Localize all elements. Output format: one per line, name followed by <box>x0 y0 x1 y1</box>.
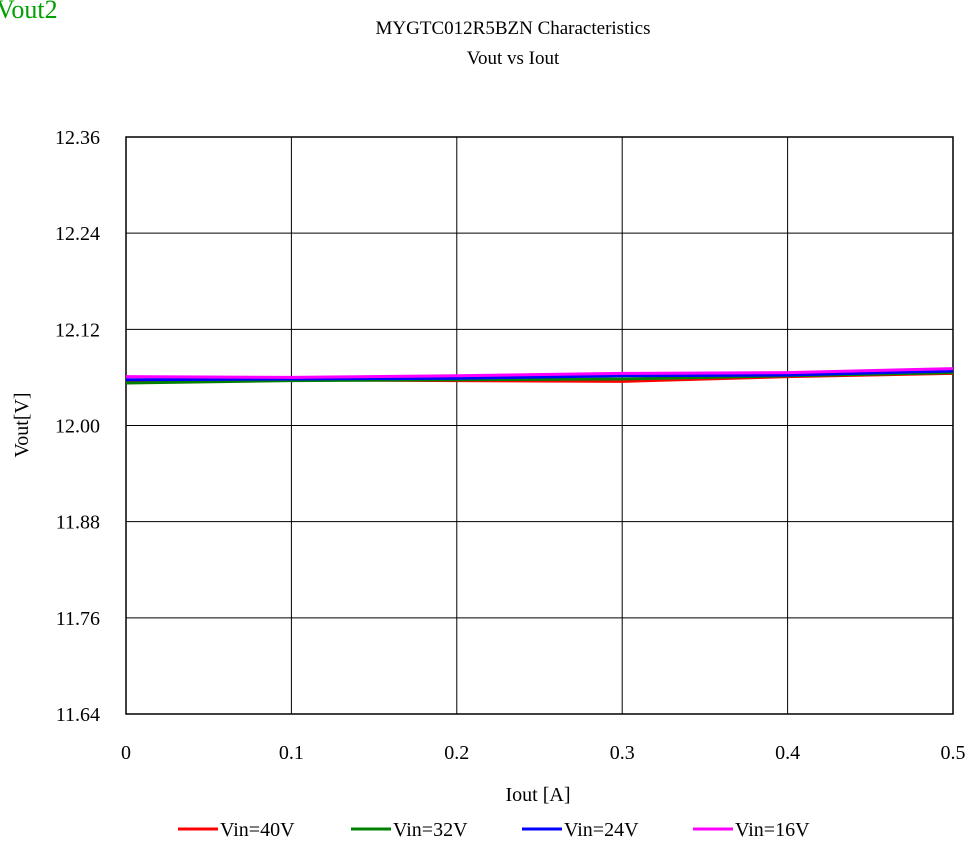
legend-label: Vin=40V <box>220 819 295 841</box>
grid <box>125 136 954 715</box>
x-tick-labels: 0 0.1 0.2 0.3 0.4 0.5 <box>121 742 966 764</box>
series-group <box>125 367 954 385</box>
legend-label: Vin=32V <box>393 819 468 841</box>
y-tick-label: 12.12 <box>55 319 100 341</box>
x-tick-label: 0.2 <box>444 742 469 764</box>
x-tick-label: 0 <box>121 742 131 764</box>
y-tick-label: 11.88 <box>56 512 100 534</box>
x-axis-title: Iout [A] <box>506 784 571 806</box>
y-tick-label: 11.64 <box>56 704 100 726</box>
x-tick-label: 0.4 <box>775 742 800 764</box>
series-line-vin-24v <box>125 369 954 382</box>
y-tick-label: 12.36 <box>55 127 100 149</box>
y-tick-label: 11.76 <box>56 608 100 630</box>
plot-area <box>125 136 954 715</box>
chart-title: MYGTC012R5BZN Characteristics <box>376 18 651 39</box>
legend: Vin=40V Vin=32V Vin=24V Vin=16V <box>178 819 810 841</box>
x-tick-label: 0.3 <box>610 742 635 764</box>
y-axis-title: Vout[V] <box>11 392 33 457</box>
chart-subtitle: Vout vs Iout <box>467 48 560 69</box>
x-tick-label: 0.5 <box>941 742 966 764</box>
y-tick-label: 12.24 <box>55 223 100 245</box>
legend-label: Vin=24V <box>564 819 639 841</box>
legend-label: Vin=16V <box>735 819 810 841</box>
y-tick-label: 12.00 <box>55 416 100 438</box>
y-tick-labels: 11.64 11.76 11.88 12.00 12.12 12.24 12.36 <box>55 127 100 726</box>
series-line-vin-16v <box>125 367 954 379</box>
corner-label: Vout2 <box>0 0 58 24</box>
x-tick-label: 0.1 <box>279 742 304 764</box>
